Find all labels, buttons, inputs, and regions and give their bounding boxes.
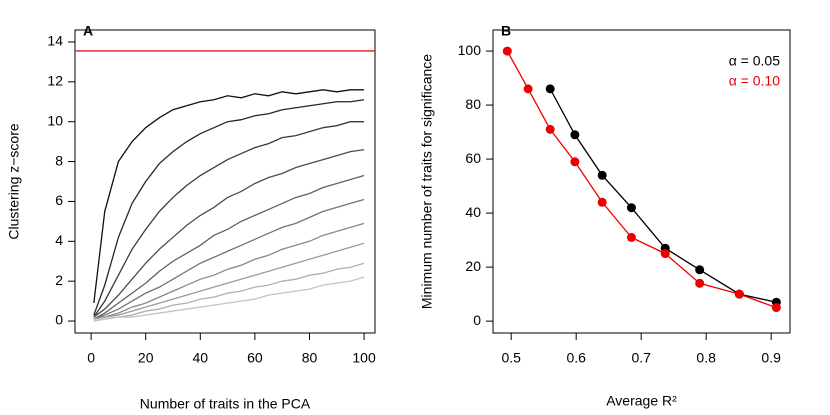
- series-line: [93, 222, 365, 320]
- y-axis-label: Minimum number of traits for significanc…: [419, 54, 435, 309]
- x-tick-label: 0.7: [631, 350, 651, 366]
- y-tick-label: 60: [465, 150, 481, 166]
- x-tick-label: 60: [247, 350, 263, 366]
- series-line: [93, 262, 365, 322]
- point: [597, 197, 607, 207]
- point: [771, 303, 781, 313]
- point: [734, 289, 744, 299]
- x-tick-label: 0.5: [501, 350, 521, 366]
- legend-entry: α = 0.05: [729, 53, 781, 69]
- y-tick-label: 40: [465, 204, 481, 220]
- series-line: [93, 148, 365, 318]
- point: [660, 249, 670, 259]
- y-tick-label: 0: [473, 312, 481, 328]
- x-tick-label: 0: [87, 350, 95, 366]
- point: [545, 84, 555, 94]
- series-line: [93, 198, 365, 320]
- y-tick-label: 8: [55, 152, 63, 168]
- point: [545, 124, 555, 134]
- y-tick-label: 20: [465, 258, 481, 274]
- y-tick-label: 100: [458, 42, 482, 58]
- point: [695, 278, 705, 288]
- y-tick-label: 12: [47, 73, 63, 89]
- series-line: [93, 174, 365, 320]
- series-line: [93, 242, 365, 320]
- panel-label: A: [83, 23, 93, 39]
- y-tick-label: 2: [55, 272, 63, 288]
- series-line: [93, 99, 365, 316]
- point: [695, 265, 705, 275]
- y-tick-label: 6: [55, 192, 63, 208]
- point: [597, 170, 607, 180]
- x-axis-label: Number of traits in the PCA: [140, 396, 311, 412]
- plot-frame: [74, 29, 376, 334]
- y-tick-label: 0: [55, 312, 63, 328]
- x-tick-label: 20: [138, 350, 154, 366]
- y-tick-label: 4: [55, 232, 63, 248]
- y-axis-label: Clustering z−score: [6, 123, 22, 240]
- x-tick-label: 80: [302, 350, 318, 366]
- point: [570, 157, 580, 167]
- y-tick-label: 14: [47, 33, 63, 49]
- series-line: [549, 88, 777, 303]
- point: [626, 203, 636, 213]
- point: [523, 84, 533, 94]
- series-line: [93, 89, 365, 304]
- legend-entry: α = 0.10: [729, 73, 781, 89]
- series-line: [93, 276, 365, 322]
- x-tick-label: 0.8: [696, 350, 716, 366]
- x-tick-label: 100: [352, 350, 376, 366]
- y-tick-label: 10: [47, 112, 63, 128]
- x-tick-label: 0.9: [761, 350, 781, 366]
- point: [570, 130, 580, 140]
- x-axis-label: Average R²: [606, 393, 677, 409]
- x-tick-label: 40: [193, 350, 209, 366]
- point: [626, 232, 636, 242]
- series-line: [506, 50, 777, 309]
- point: [502, 46, 512, 56]
- x-tick-label: 0.6: [566, 350, 586, 366]
- panel-label: B: [501, 23, 511, 39]
- y-tick-label: 80: [465, 96, 481, 112]
- series-line: [93, 121, 365, 318]
